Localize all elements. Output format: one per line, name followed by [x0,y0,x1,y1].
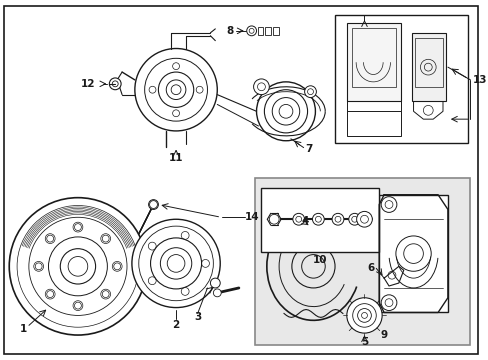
Circle shape [256,82,315,141]
Bar [411,33,445,102]
Text: 4: 4 [301,216,308,226]
Text: 2: 2 [172,320,179,330]
Circle shape [9,198,146,335]
Bar [346,23,400,102]
Circle shape [380,295,396,311]
Circle shape [132,219,220,307]
Text: 6: 6 [366,263,373,273]
Circle shape [380,197,396,212]
Circle shape [312,213,324,225]
Circle shape [213,289,221,297]
Circle shape [348,213,360,225]
Bar [346,111,400,136]
Bar [273,27,279,35]
Text: 8: 8 [226,26,233,36]
Bar [414,38,442,87]
Text: 11: 11 [168,153,183,163]
Text: 1: 1 [20,324,26,334]
Text: 14: 14 [244,212,259,222]
Circle shape [246,26,256,36]
Circle shape [356,211,371,227]
Text: 13: 13 [471,75,486,85]
Circle shape [253,79,269,95]
Circle shape [346,298,381,333]
Circle shape [304,86,316,98]
Circle shape [148,200,158,210]
Text: 5: 5 [360,337,367,347]
Bar [334,15,467,143]
Bar [257,27,263,35]
Text: 12: 12 [81,79,95,89]
Circle shape [135,49,217,131]
Circle shape [331,213,343,225]
Circle shape [292,213,304,225]
Bar [351,28,395,87]
Text: 7: 7 [305,144,312,154]
Bar [265,27,271,35]
Text: 10: 10 [312,256,327,265]
Circle shape [210,278,220,288]
Bar [254,178,469,345]
Text: 3: 3 [194,312,201,323]
Bar [378,195,447,312]
Text: 9: 9 [380,330,387,340]
Bar [261,188,378,252]
Circle shape [109,78,121,90]
